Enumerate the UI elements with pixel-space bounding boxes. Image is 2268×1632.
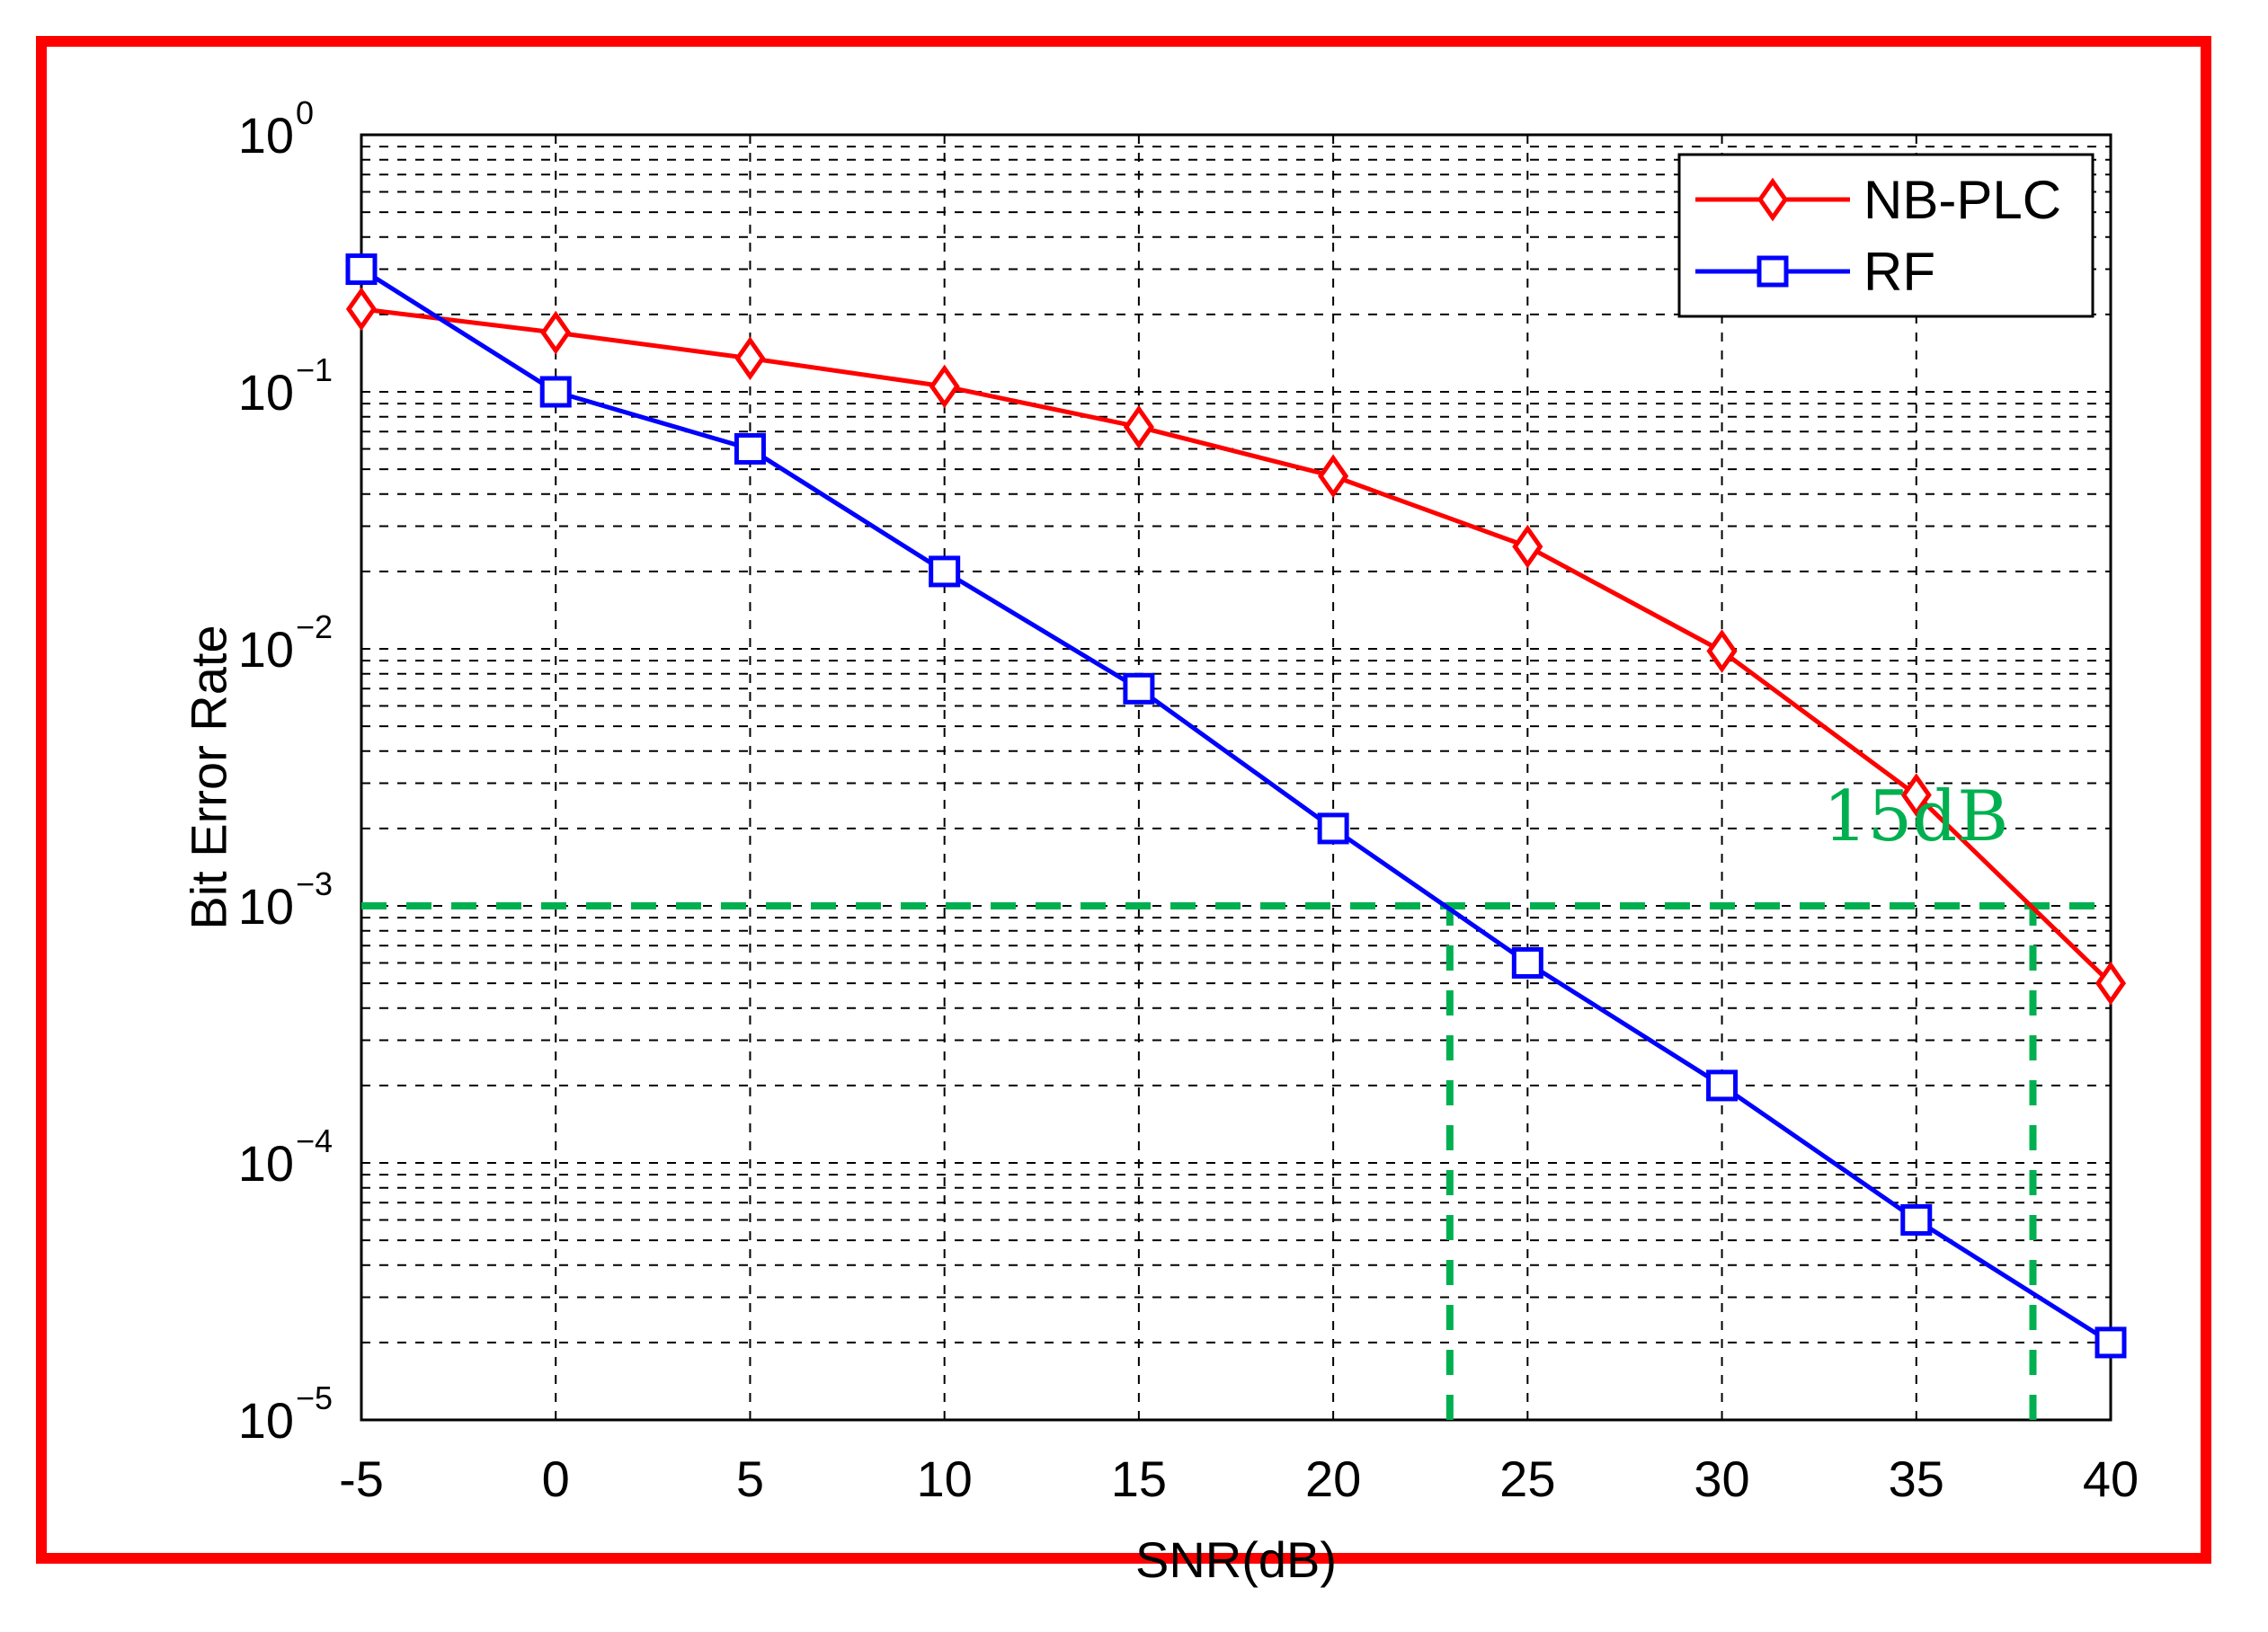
- data-point-nb-plc: [929, 364, 960, 409]
- x-tick-label: 10: [917, 1450, 973, 1507]
- legend: NB-PLC RF: [1677, 153, 2095, 318]
- legend-label-rf: RF: [1863, 242, 1935, 302]
- x-tick-label: 35: [1889, 1450, 1944, 1507]
- x-tick-label: 5: [736, 1450, 764, 1507]
- data-point-rf: [2095, 1326, 2127, 1359]
- y-tick-exponent: −1: [296, 351, 333, 388]
- legend-marker-shape: [1757, 177, 1789, 222]
- data-point-nb-plc: [540, 310, 572, 355]
- x-axis-label: SNR(dB): [1135, 1531, 1337, 1588]
- data-point-rf: [345, 253, 378, 286]
- y-tick-base: 10: [238, 621, 294, 678]
- y-tick-exponent: −3: [296, 865, 333, 902]
- data-point-nb-plc: [345, 287, 378, 332]
- data-point-rf: [1706, 1069, 1739, 1102]
- series-line-nb-plc: [360, 306, 2112, 985]
- legend-label-nb-plc: NB-PLC: [1863, 170, 2061, 230]
- data-point-nb-plc: [1123, 404, 1154, 449]
- data-point-nb-plc: [1706, 629, 1738, 673]
- y-tick-base: 10: [238, 878, 294, 935]
- data-point-rf: [539, 376, 572, 408]
- y-tick-exponent: −4: [296, 1122, 333, 1159]
- data-point-rf: [1317, 812, 1349, 845]
- y-tick-base: 10: [238, 1135, 294, 1192]
- x-tick-label: 30: [1694, 1450, 1749, 1507]
- data-point-nb-plc: [2095, 961, 2127, 1006]
- series-line-rf: [360, 267, 2112, 1345]
- y-tick-base: 10: [238, 1392, 294, 1449]
- y-tick-exponent: −5: [296, 1379, 333, 1416]
- legend-marker-rf: [1757, 255, 1789, 288]
- x-tick-label: 25: [1499, 1450, 1555, 1507]
- series-layer: [345, 253, 2127, 1359]
- data-point-rf: [1900, 1203, 1933, 1236]
- x-tick-label: -5: [339, 1450, 384, 1507]
- data-point-rf: [1123, 672, 1155, 705]
- grid-lines: [360, 135, 2112, 1420]
- y-tick-base: 10: [238, 364, 294, 421]
- y-tick-exponent: −2: [296, 608, 333, 645]
- data-point-rf: [734, 432, 766, 465]
- y-axis-label: Bit Error Rate: [181, 625, 237, 929]
- data-point-rf: [929, 555, 961, 588]
- x-tick-labels: -5 0 5 10 15 20 25 30 35 40: [339, 1450, 2139, 1507]
- gap-annotation-label: 15dB: [1823, 776, 2009, 857]
- plot-area: [360, 133, 2112, 1422]
- x-tick-label: 20: [1305, 1450, 1361, 1507]
- data-point-nb-plc: [1318, 454, 1349, 499]
- legend-box: [1677, 153, 2095, 318]
- x-tick-label: 0: [542, 1450, 570, 1507]
- x-tick-label: 40: [2083, 1450, 2139, 1507]
- y-tick-exponent: 0: [296, 94, 314, 131]
- x-tick-label: 15: [1111, 1450, 1167, 1507]
- data-point-rf: [1511, 946, 1543, 979]
- legend-marker-nb-plc: [1757, 177, 1789, 222]
- annotation-lines: [361, 902, 2111, 1420]
- data-point-nb-plc: [1900, 773, 1932, 817]
- data-point-nb-plc: [734, 336, 766, 381]
- data-point-nb-plc: [1512, 524, 1543, 569]
- y-tick-base: 10: [238, 107, 294, 164]
- legend-marker-shape: [1757, 255, 1789, 288]
